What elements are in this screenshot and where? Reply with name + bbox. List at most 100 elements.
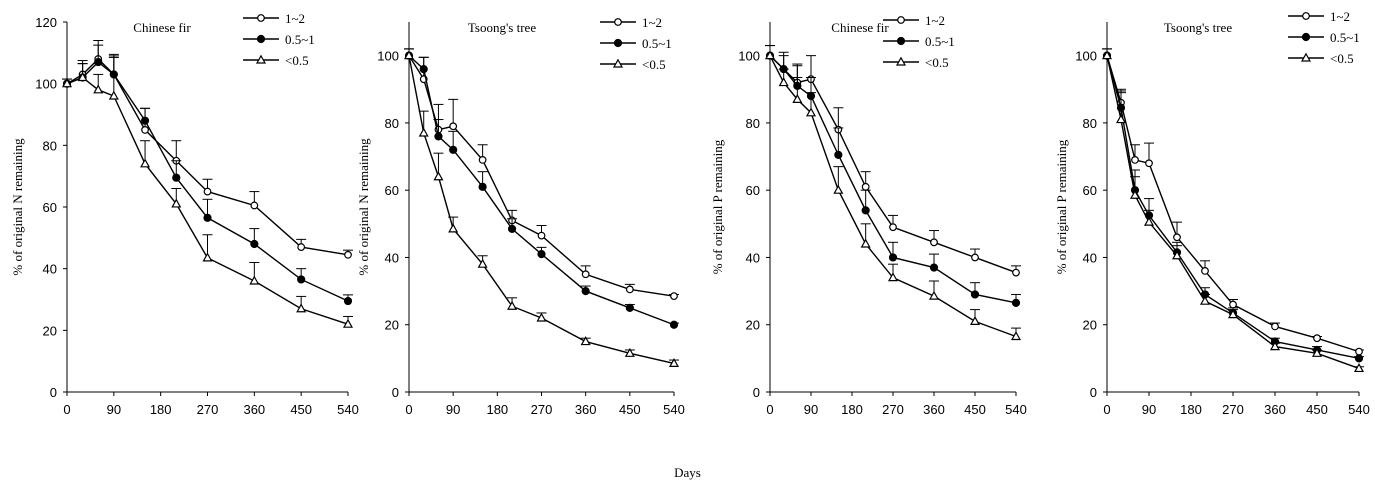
x-tick-label: 90 [1142,402,1156,417]
marker-open-triangle [969,315,981,325]
x-tick-label: 0 [405,402,412,417]
marker-open-triangle [507,300,518,310]
legend-label: <0.5 [1330,51,1354,66]
marker-filled-circle [419,64,428,74]
marker-open-triangle [895,56,907,66]
marker-open-triangle [1199,295,1211,305]
legend-label: <0.5 [642,57,666,72]
marker-open-triangle [1010,331,1022,341]
x-tick-label: 90 [107,402,121,417]
marker-open-triangle [418,127,429,137]
marker-filled-circle [203,213,212,222]
series-line [66,58,349,256]
marker-open-circle [889,223,897,232]
series-3 [403,48,680,368]
marker-filled-circle [478,182,487,191]
series-line [408,55,675,326]
marker-open-triangle [1101,50,1113,60]
marker-open-triangle [403,50,415,60]
marker-open-circle [1313,334,1321,343]
y-tick-label: 0 [392,385,399,400]
marker-filled-circle [172,173,181,182]
marker-open-circle [1012,268,1020,277]
panel-title: Tsoong's tree [468,20,536,35]
y-tick-label: 40 [43,262,57,277]
y-tick-label: 80 [1083,116,1097,131]
y-tick-label: 20 [1083,318,1097,333]
marker-open-circle [297,243,306,251]
panel-title: Chinese fir [133,20,191,35]
series-1 [62,40,353,259]
marker-open-circle [141,126,149,134]
marker-open-triangle [833,184,844,194]
y-tick-label: 40 [1083,250,1097,265]
legend-label: 1~2 [1330,9,1350,24]
legend-label: 0.5~1 [642,36,672,51]
y-tick-label: 100 [35,77,57,92]
y-tick-label: 20 [385,318,399,333]
marker-open-triangle [668,357,680,368]
marker-filled-circle [970,290,980,299]
series-line [769,55,1017,274]
y-axis-label: % of original P remaining [710,139,725,274]
series-3 [764,45,1022,341]
marker-open-triangle [1269,341,1281,351]
marker-filled-circle [888,253,898,262]
legend-label: 0.5~1 [925,34,955,49]
marker-open-circle [1229,300,1237,309]
x-tick-label: 180 [150,402,172,417]
marker-open-circle [971,253,979,262]
marker-open-triangle [928,290,940,300]
marker-open-triangle [580,336,591,346]
y-tick-label: 20 [43,323,57,338]
marker-filled-circle [613,38,623,48]
marker-open-triangle [792,93,803,103]
marker-open-triangle [202,252,213,262]
marker-filled-circle [861,206,870,215]
marker-open-triangle [93,84,104,94]
chart-panel-3: 0 90 180 270 360 450 540 0 20 40 60 80 100 % of origi… [710,13,1027,417]
marker-filled-circle [434,132,443,141]
y-tick-label: 60 [43,200,57,215]
x-tick-label: 180 [486,402,508,417]
marker-open-circle [897,16,905,24]
y-tick-label: 40 [385,250,399,265]
x-tick-label: 0 [1103,402,1110,417]
marker-filled-circle [449,145,458,154]
x-tick-label: 540 [663,402,685,417]
x-tick-label: 450 [964,402,986,417]
x-tick-label: 360 [243,402,265,417]
marker-open-triangle [778,77,789,87]
x-tick-label: 90 [804,402,818,417]
marker-open-triangle [61,78,73,88]
panel-title: Chinese fir [831,20,889,35]
marker-open-triangle [448,223,459,233]
legend-label: 1~2 [642,15,662,30]
marker-open-triangle [171,198,182,208]
x-tick-label: 270 [882,402,904,417]
chart-panel-1: 0 90 180 270 360 450 540 0 20 40 60 80 100 120 % of or… [10,11,359,417]
marker-filled-circle [94,57,103,67]
marker-open-circle [1271,322,1279,331]
legend-label: <0.5 [285,53,309,68]
marker-filled-circle [669,320,679,329]
legend: 1~2 0.5~1 <0.5 [1288,9,1360,66]
legend: 1~2 0.5~1 <0.5 [600,15,672,72]
series-1 [765,45,1021,277]
marker-filled-circle [896,36,906,46]
x-tick-label: 180 [841,402,863,417]
series-line [1106,55,1360,353]
x-tick-label: 270 [1222,402,1244,417]
marker-open-circle [625,285,634,294]
marker-open-circle [449,122,458,131]
marker-open-triangle [433,171,444,181]
marker-open-triangle [1115,114,1127,124]
marker-filled-circle [1011,298,1021,307]
x-tick-label: 90 [446,402,460,417]
marker-open-triangle [1129,189,1141,199]
marker-open-circle [861,182,870,191]
marker-open-triangle [1311,347,1323,357]
marker-open-circle [203,187,212,196]
marker-open-triangle [624,347,635,357]
